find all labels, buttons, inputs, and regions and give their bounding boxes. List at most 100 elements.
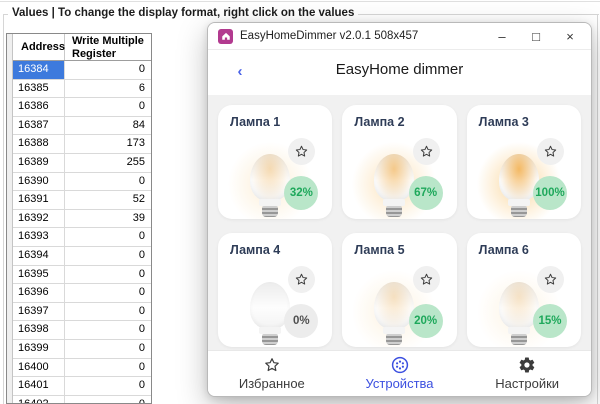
table-row[interactable]: 16390 0 <box>7 172 151 192</box>
table-row[interactable]: 16384 0 <box>7 61 151 80</box>
table-row[interactable]: 16385 6 <box>7 79 151 99</box>
value-cell[interactable]: 255 <box>126 155 145 168</box>
nav-tab-settings[interactable]: Настройки <box>463 356 591 391</box>
lamp-card[interactable]: Лампа 4 0% <box>218 233 333 347</box>
table-row[interactable]: 16400 0 <box>7 358 151 378</box>
value-cell[interactable]: 0 <box>138 304 145 317</box>
value-cell[interactable]: 0 <box>138 174 145 187</box>
lamp-card[interactable]: Лампа 6 15% <box>466 233 581 347</box>
value-cell[interactable]: 0 <box>138 63 145 75</box>
address-cell[interactable]: 16385 <box>13 79 65 98</box>
address-cell[interactable]: 16394 <box>13 246 65 265</box>
table-row[interactable]: 16389 255 <box>7 153 151 173</box>
table-row[interactable]: 16401 0 <box>7 377 151 396</box>
lamp-card[interactable]: Лампа 5 20% <box>342 233 457 347</box>
table-row[interactable]: 16398 0 <box>7 321 151 340</box>
favorite-star-button[interactable] <box>537 138 564 165</box>
address-cell[interactable]: 16387 <box>13 116 65 135</box>
address-cell[interactable]: 16391 <box>13 191 65 209</box>
lamp-name: Лампа 2 <box>354 115 405 129</box>
address-cell[interactable]: 16401 <box>13 377 65 395</box>
address-cell[interactable]: 16396 <box>13 284 65 302</box>
address-cell[interactable]: 16402 <box>13 395 65 403</box>
nav-tab-favorites[interactable]: Избранное <box>208 356 336 391</box>
value-cell[interactable]: 0 <box>138 100 145 113</box>
value-cell[interactable]: 0 <box>138 397 145 404</box>
address-cell[interactable]: 16389 <box>13 153 65 172</box>
bulb-head <box>250 282 290 329</box>
bulb-screw-base <box>510 334 527 345</box>
address-cell[interactable]: 16384 <box>13 61 65 79</box>
value-cell[interactable]: 52 <box>132 193 145 206</box>
page-title: EasyHome dimmer <box>335 61 464 78</box>
window-title: EasyHomeDimmer v2.0.1 508x457 <box>240 30 419 42</box>
window-titlebar[interactable]: EasyHomeDimmer v2.0.1 508x457 – □ × <box>208 23 591 50</box>
favorite-star-button[interactable] <box>412 266 440 293</box>
value-cell[interactable]: 0 <box>138 341 145 354</box>
lamp-card[interactable]: Лампа 2 67% <box>342 105 457 219</box>
table-row[interactable]: 16386 0 <box>7 98 151 117</box>
star-icon <box>420 145 432 157</box>
bulb-neck <box>383 199 406 206</box>
bulb-head <box>498 154 539 201</box>
address-cell[interactable]: 16398 <box>13 321 65 339</box>
address-cell[interactable]: 16399 <box>13 339 65 358</box>
favorite-star-button[interactable] <box>537 266 564 293</box>
table-row[interactable]: 16395 0 <box>7 265 151 285</box>
close-button[interactable]: × <box>566 28 574 44</box>
table-row[interactable]: 16388 173 <box>7 135 151 154</box>
address-cell[interactable]: 16386 <box>13 98 65 116</box>
bulb-neck <box>507 327 530 334</box>
favorite-star-button[interactable] <box>412 138 440 165</box>
address-cell[interactable]: 16390 <box>13 172 65 191</box>
favorite-star-button[interactable] <box>288 266 316 293</box>
column-header-address[interactable]: Address <box>13 34 65 60</box>
groupbox-border-right <box>597 14 598 404</box>
address-cell[interactable]: 16388 <box>13 135 65 153</box>
value-cell[interactable]: 173 <box>126 137 145 150</box>
value-cell[interactable]: 84 <box>132 118 145 131</box>
table-row[interactable]: 16391 52 <box>7 191 151 210</box>
bulb-screw-base <box>262 206 278 217</box>
nav-tab-devices[interactable]: Устройства <box>336 356 464 391</box>
lamp-card[interactable]: Лампа 1 32% <box>218 105 333 219</box>
table-row[interactable]: 16402 0 <box>7 395 151 404</box>
easyhomedimmer-window: EasyHomeDimmer v2.0.1 508x457 – □ × ‹ Ea… <box>207 22 592 397</box>
star-icon <box>296 145 308 157</box>
table-row[interactable]: 16399 0 <box>7 339 151 359</box>
bottom-navbar: Избранное Устройства Настройки <box>208 350 591 396</box>
value-cell[interactable]: 0 <box>138 379 145 392</box>
lamp-name: Лампа 1 <box>230 115 281 129</box>
table-row[interactable]: 16392 39 <box>7 209 151 229</box>
back-button[interactable]: ‹ <box>237 63 243 80</box>
table-row[interactable]: 16393 0 <box>7 228 151 247</box>
minimize-button[interactable]: – <box>498 28 506 44</box>
value-cell[interactable]: 6 <box>138 81 145 94</box>
address-cell[interactable]: 16400 <box>13 358 65 377</box>
table-row[interactable]: 16397 0 <box>7 302 151 322</box>
value-cell[interactable]: 0 <box>138 323 145 336</box>
table-row[interactable]: 16387 84 <box>7 116 151 136</box>
groupbox-border-left <box>3 14 4 404</box>
column-header-write-multiple-register[interactable]: Write Multiple Register <box>72 35 144 60</box>
table-row[interactable]: 16394 0 <box>7 246 151 266</box>
lamp-card[interactable]: Лампа 3 100% <box>466 105 581 219</box>
address-cell[interactable]: 16392 <box>13 209 65 228</box>
address-cell[interactable]: 16393 <box>13 228 65 246</box>
value-cell[interactable]: 0 <box>138 248 145 261</box>
star-icon <box>544 273 557 285</box>
brightness-badge: 67% <box>408 176 443 210</box>
value-cell[interactable]: 39 <box>132 211 145 224</box>
value-cell[interactable]: 0 <box>138 267 145 280</box>
table-row[interactable]: 16396 0 <box>7 284 151 303</box>
nav-label-settings: Настройки <box>495 376 560 391</box>
address-cell[interactable]: 16397 <box>13 302 65 321</box>
value-cell[interactable]: 0 <box>138 286 145 299</box>
page-header: ‹ EasyHome dimmer <box>208 50 591 95</box>
brightness-badge: 100% <box>533 176 567 210</box>
maximize-button[interactable]: □ <box>532 28 540 44</box>
value-cell[interactable]: 0 <box>138 360 145 373</box>
favorite-star-button[interactable] <box>288 138 316 165</box>
value-cell[interactable]: 0 <box>138 230 145 243</box>
address-cell[interactable]: 16395 <box>13 265 65 284</box>
